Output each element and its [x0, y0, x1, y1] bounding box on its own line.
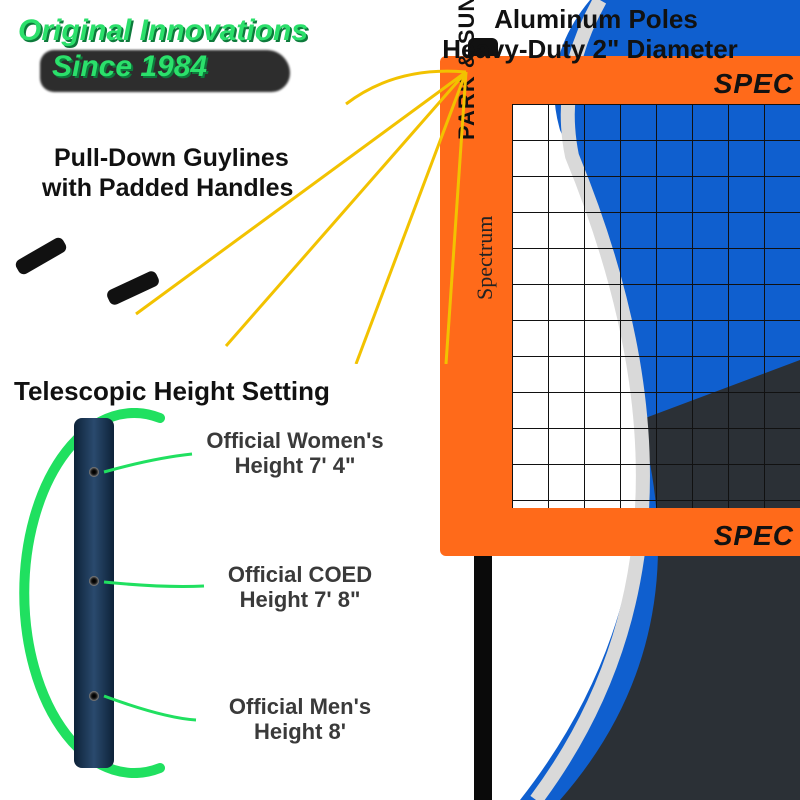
height-men-text: Official Men'sHeight 8' [229, 694, 371, 744]
height-label-women: Official Women'sHeight 7' 4" [190, 428, 400, 479]
net-mesh [512, 104, 800, 508]
telescopic-title: Telescopic Height Setting [14, 376, 330, 407]
lower-pole [474, 556, 492, 800]
height-women-text: Official Women'sHeight 7' 4" [206, 428, 383, 478]
net-top-brand-text: SPEC [714, 68, 794, 100]
aluminum-callout-line1: Aluminum Poles [416, 4, 776, 35]
guyline-ropes [96, 64, 476, 364]
headline-line1: Original Innovations [18, 14, 308, 48]
net-bottom-brand-text: SPEC [714, 520, 794, 552]
volleyball-net [440, 56, 800, 556]
aluminum-callout-line2: Heavy-Duty 2" Diameter [390, 34, 790, 65]
height-coed-text: Official COEDHeight 7' 8" [228, 562, 372, 612]
height-label-coed: Official COEDHeight 7' 8" [210, 562, 390, 613]
height-label-men: Official Men'sHeight 8' [200, 694, 400, 745]
